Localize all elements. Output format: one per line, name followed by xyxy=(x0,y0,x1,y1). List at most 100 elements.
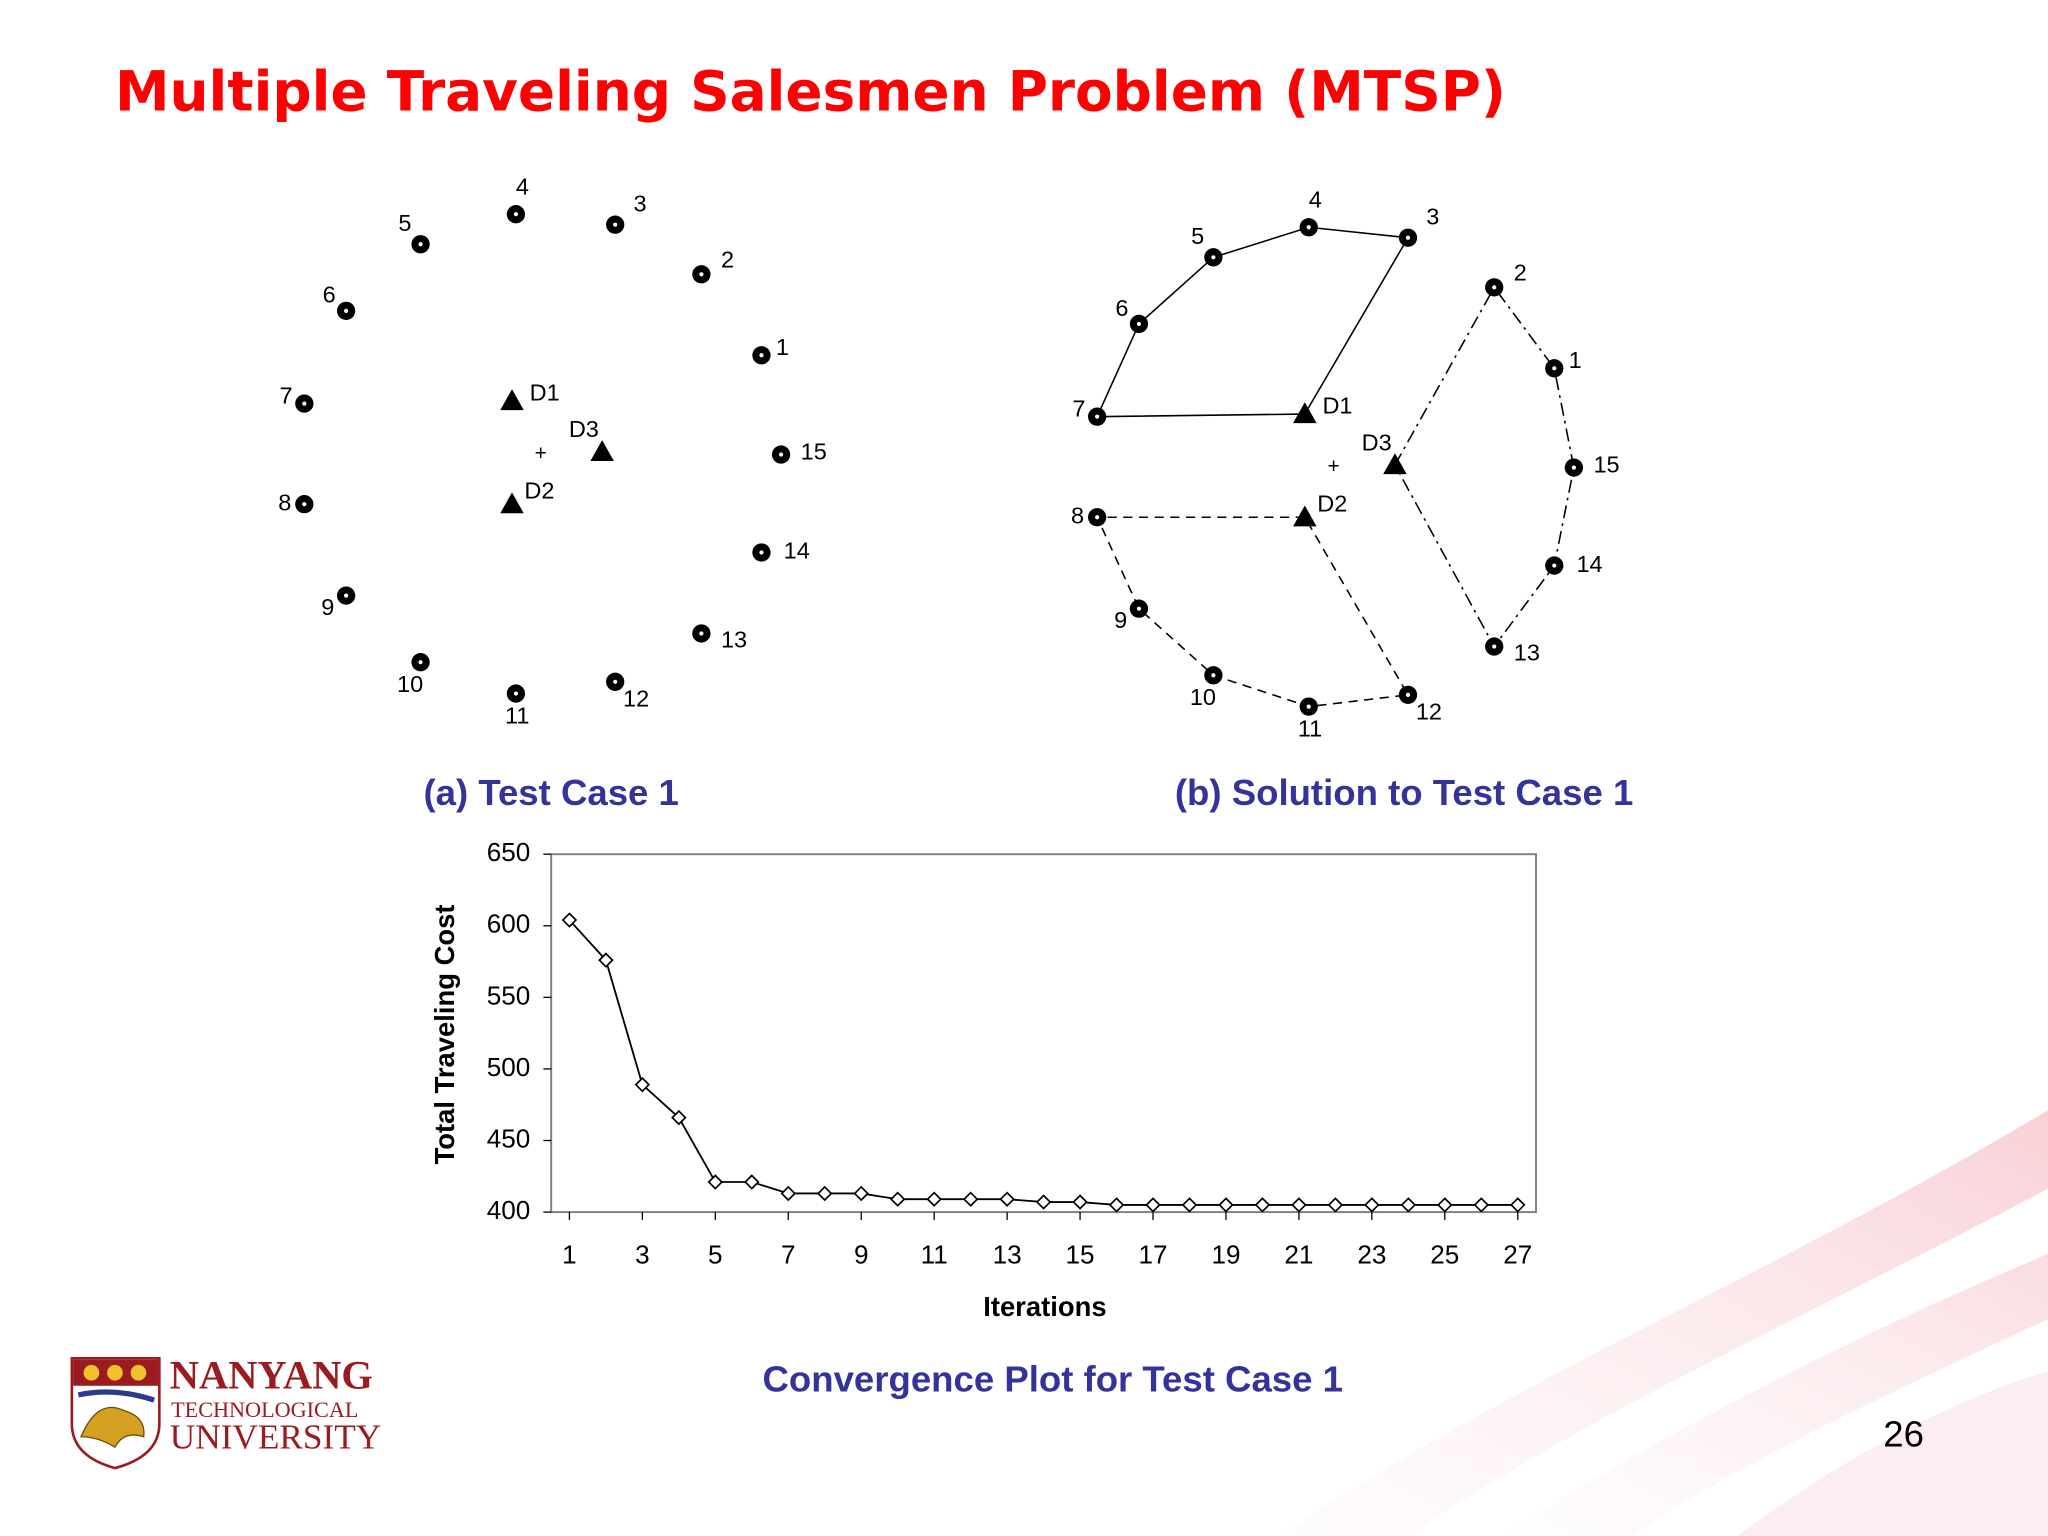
node-label: 15 xyxy=(801,438,827,464)
x-tick-label: 21 xyxy=(1284,1239,1313,1269)
data-point xyxy=(1291,1197,1307,1213)
y-axis-label: Total Traveling Cost xyxy=(429,905,460,1165)
data-point xyxy=(561,912,578,928)
node-label: 13 xyxy=(721,627,747,653)
logo-text: TECHNOLOGICAL xyxy=(171,1397,358,1422)
chart-caption: Convergence Plot for Test Case 1 xyxy=(763,1359,1343,1400)
y-tick-label: 600 xyxy=(487,909,531,939)
depot-label: D3 xyxy=(569,416,599,442)
depot-label: D2 xyxy=(524,478,554,504)
node-label: 5 xyxy=(1191,223,1204,249)
node-center xyxy=(1552,366,1557,371)
logo-text: NANYANG xyxy=(170,1353,373,1398)
node-center xyxy=(1211,673,1216,678)
y-tick-label: 400 xyxy=(487,1195,531,1225)
node-label: 8 xyxy=(1071,502,1084,528)
node-center xyxy=(344,593,349,598)
node-label: 9 xyxy=(321,594,334,620)
panel-caption: (b) Solution to Test Case 1 xyxy=(1175,772,1633,813)
x-tick-label: 25 xyxy=(1430,1239,1459,1269)
node-center xyxy=(1405,692,1411,697)
data-point xyxy=(999,1191,1015,1207)
node-center xyxy=(418,242,423,247)
x-tick-label: 17 xyxy=(1138,1239,1167,1269)
panel-caption: (a) Test Case 1 xyxy=(423,772,678,813)
depot-label: D1 xyxy=(1322,393,1352,419)
node-label: 4 xyxy=(516,173,529,199)
center-marker: + xyxy=(1327,455,1339,478)
x-tick-label: 7 xyxy=(781,1239,796,1269)
node-label: 11 xyxy=(1298,715,1322,741)
node-label: 14 xyxy=(1576,551,1602,577)
route xyxy=(1394,285,1575,648)
node-center xyxy=(1492,644,1497,649)
data-point xyxy=(1437,1197,1453,1213)
node-center xyxy=(1136,606,1142,611)
node-center xyxy=(1552,563,1557,568)
data-point xyxy=(853,1185,869,1202)
slide-title: Multiple Traveling Salesmen Problem (MTS… xyxy=(115,59,1506,123)
node-center xyxy=(513,691,519,696)
data-point xyxy=(962,1191,979,1207)
depot xyxy=(500,492,524,514)
data-point xyxy=(1510,1197,1526,1213)
x-axis-label: Iterations xyxy=(983,1291,1106,1322)
node-center xyxy=(418,660,423,665)
node-label: 7 xyxy=(280,382,293,408)
logo-text: UNIVERSITY xyxy=(170,1418,381,1457)
depot-label: D3 xyxy=(1362,429,1392,455)
depot xyxy=(500,389,524,411)
data-point xyxy=(671,1109,687,1126)
node-center xyxy=(302,502,307,507)
depot xyxy=(1293,505,1317,527)
node-label: 6 xyxy=(323,282,336,308)
node-center xyxy=(1405,235,1411,240)
node-center xyxy=(1095,414,1100,419)
center-marker: + xyxy=(535,442,547,465)
node-label: 7 xyxy=(1072,395,1085,421)
node-label: 1 xyxy=(776,334,789,360)
node-center xyxy=(778,452,784,457)
y-tick-label: 650 xyxy=(487,837,531,867)
data-point xyxy=(1364,1197,1380,1213)
data-point xyxy=(1218,1197,1234,1213)
node-center xyxy=(344,308,349,313)
node-label: 5 xyxy=(398,210,411,236)
depot xyxy=(1383,453,1407,475)
node-center xyxy=(1211,255,1216,260)
data-point xyxy=(1254,1197,1271,1213)
node-label: 10 xyxy=(397,671,423,697)
depot xyxy=(590,440,614,462)
y-tick-label: 500 xyxy=(487,1052,531,1082)
x-tick-label: 11 xyxy=(921,1239,948,1269)
data-point xyxy=(926,1191,942,1207)
x-tick-label: 5 xyxy=(708,1239,723,1269)
node-label: 12 xyxy=(623,685,649,711)
data-point xyxy=(744,1174,760,1190)
node-label: 9 xyxy=(1114,607,1127,633)
node-center xyxy=(699,631,704,636)
data-point xyxy=(1327,1197,1344,1213)
node-label: 2 xyxy=(721,246,734,272)
node-center xyxy=(1136,321,1142,327)
depot-label: D1 xyxy=(530,380,560,406)
university-logo: NANYANG TECHNOLOGICAL UNIVERSITY xyxy=(70,1353,381,1470)
data-point xyxy=(1072,1194,1088,1210)
plot-frame xyxy=(550,853,1537,1214)
node-label: 15 xyxy=(1593,451,1619,477)
node-label: 2 xyxy=(1514,259,1527,285)
x-tick-label: 15 xyxy=(1066,1239,1095,1269)
node-center xyxy=(513,212,519,217)
node-label: 1 xyxy=(1569,347,1582,373)
node-label: 10 xyxy=(1190,684,1216,710)
data-point xyxy=(634,1076,651,1093)
node-label: 6 xyxy=(1115,295,1128,321)
node-label: 12 xyxy=(1416,698,1442,724)
node-center xyxy=(759,550,764,555)
node-center xyxy=(1571,465,1576,470)
x-tick-label: 9 xyxy=(854,1239,869,1269)
data-point xyxy=(1145,1197,1161,1213)
